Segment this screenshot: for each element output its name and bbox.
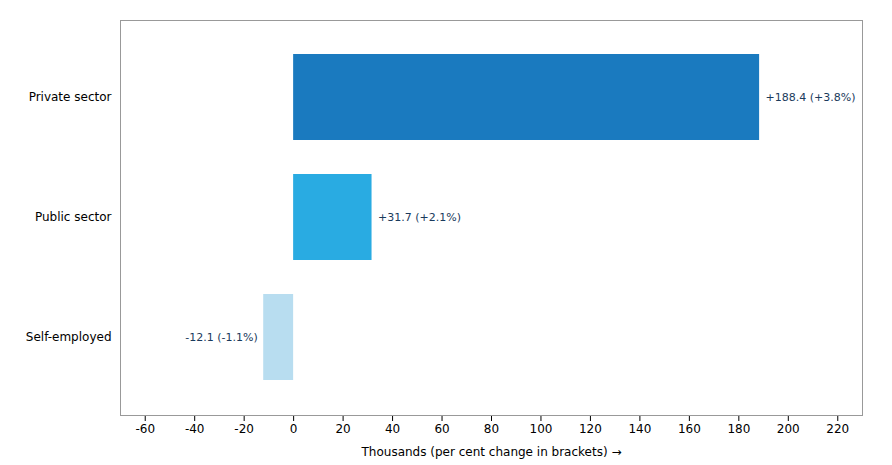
svg-text:100: 100 <box>530 422 553 436</box>
svg-text:140: 140 <box>628 422 651 436</box>
svg-text:20: 20 <box>335 422 350 436</box>
svg-text:60: 60 <box>434 422 449 436</box>
svg-text:-40: -40 <box>185 422 205 436</box>
svg-text:120: 120 <box>579 422 602 436</box>
svg-text:160: 160 <box>678 422 701 436</box>
svg-text:-60: -60 <box>135 422 155 436</box>
svg-text:Self-employed: Self-employed <box>26 330 112 344</box>
svg-text:200: 200 <box>777 422 800 436</box>
svg-text:Private sector: Private sector <box>29 90 112 104</box>
svg-text:0: 0 <box>290 422 298 436</box>
svg-text:+31.7 (+2.1%): +31.7 (+2.1%) <box>378 211 461 224</box>
svg-text:-20: -20 <box>234 422 254 436</box>
svg-text:Thousands (per cent change in: Thousands (per cent change in brackets) … <box>361 445 622 459</box>
svg-text:80: 80 <box>484 422 499 436</box>
svg-text:40: 40 <box>385 422 400 436</box>
svg-text:+188.4 (+3.8%): +188.4 (+3.8%) <box>766 91 856 104</box>
svg-text:220: 220 <box>826 422 849 436</box>
svg-text:Public sector: Public sector <box>35 210 112 224</box>
svg-text:-12.1 (-1.1%): -12.1 (-1.1%) <box>185 331 257 344</box>
svg-text:180: 180 <box>727 422 750 436</box>
